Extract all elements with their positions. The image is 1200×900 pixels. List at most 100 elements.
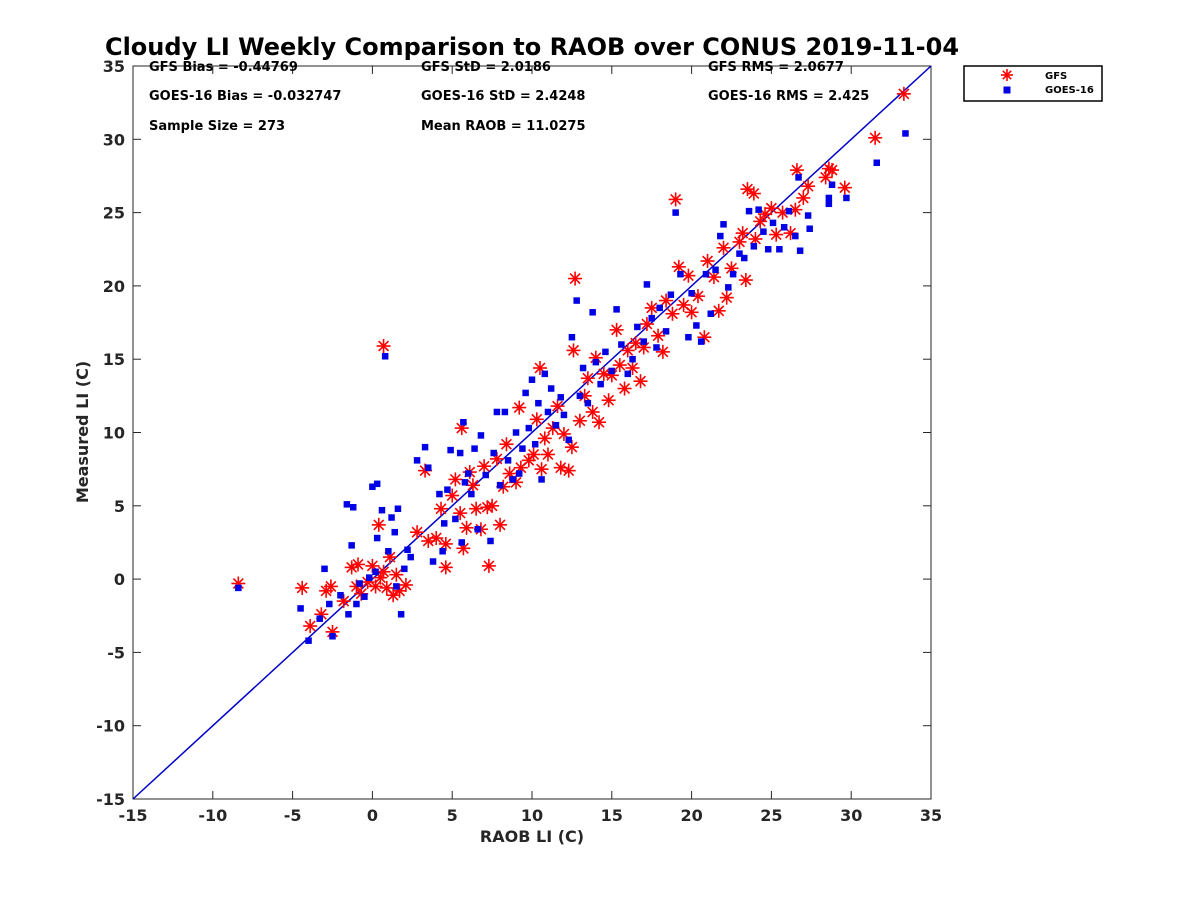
goes16-point <box>780 224 788 231</box>
goes16-point <box>702 270 710 278</box>
goes16-point <box>592 358 600 366</box>
gfs-point <box>526 447 541 462</box>
x-tick-label: -15 <box>119 806 148 825</box>
gfs-point <box>735 226 750 241</box>
goes16-point <box>712 266 719 274</box>
goes16-point <box>755 206 762 213</box>
goes16-point <box>825 200 833 208</box>
goes16-point <box>667 291 675 298</box>
y-axis-label: Measured LI (C) <box>73 361 92 503</box>
legend-goes16-marker-shape <box>1003 86 1011 94</box>
goes16-point <box>796 247 804 254</box>
gfs-point <box>485 498 500 513</box>
goes16-point <box>477 432 485 439</box>
gfs-point <box>532 360 547 375</box>
goes16-point <box>501 408 509 416</box>
goes16-point <box>487 537 494 545</box>
goes16-point <box>447 446 454 454</box>
chart-title: Cloudy LI Weekly Comparison to RAOB over… <box>105 33 959 61</box>
gfs-point <box>753 214 768 229</box>
goes16-point <box>552 421 560 429</box>
goes16-point <box>806 225 813 232</box>
goes16-point <box>568 333 576 341</box>
goes16-point <box>404 546 411 554</box>
goes16-point <box>461 479 469 486</box>
gfs-point <box>572 413 587 428</box>
legend-gfs-marker <box>1001 69 1013 81</box>
gfs-point <box>323 579 338 594</box>
goes16-point <box>496 482 504 489</box>
gfs-point <box>724 261 739 276</box>
gfs-point <box>796 190 811 205</box>
goes16-point <box>662 328 670 335</box>
goes16-point <box>677 270 684 278</box>
goes16-point <box>388 514 395 521</box>
stat-goes-std: GOES-16 StD = 2.4248 <box>421 89 585 104</box>
x-tick-label: 20 <box>680 806 702 825</box>
gfs-point <box>837 180 852 195</box>
gfs-point <box>746 186 761 201</box>
gfs-point <box>801 179 816 194</box>
gfs-point <box>769 227 784 242</box>
gfs-point <box>764 201 779 216</box>
goes16-point <box>597 380 604 388</box>
gfs-point <box>636 340 651 355</box>
goes16-point <box>828 181 836 188</box>
gfs-point <box>719 290 734 305</box>
goes16-point <box>693 322 700 329</box>
goes16-point <box>825 194 833 202</box>
goes16-point <box>326 600 333 608</box>
goes16-point <box>745 207 753 215</box>
legend: GFS GOES-16 <box>963 65 1103 102</box>
legend-goes16-marker <box>1003 86 1011 94</box>
goes16-point <box>531 440 539 448</box>
goes16-point <box>378 506 386 514</box>
gfs-point <box>459 520 474 535</box>
gfs-point <box>438 560 453 575</box>
goes16-point <box>373 480 381 488</box>
goes16-point <box>439 547 446 555</box>
y-tick-label: -15 <box>96 790 125 809</box>
goes16-point <box>515 470 523 477</box>
goes16-point <box>736 250 743 257</box>
goes16-point <box>525 424 533 432</box>
goes16-point <box>235 584 242 592</box>
goes16-point <box>608 367 616 375</box>
gfs-point <box>481 558 496 573</box>
gfs-point <box>585 404 600 419</box>
goes16-point <box>643 281 651 288</box>
goes16-point <box>413 457 421 464</box>
goes16-point <box>688 289 695 297</box>
y-tick-label: 10 <box>103 424 125 443</box>
goes16-point <box>685 333 692 341</box>
goes16-point <box>468 490 475 498</box>
y-tick-label: 15 <box>103 350 125 369</box>
goes16-point <box>421 443 429 451</box>
goes16-point <box>760 228 767 235</box>
gfs-point <box>371 517 386 532</box>
x-tick-label: 10 <box>521 806 543 825</box>
gfs-point <box>314 607 329 622</box>
goes16-point <box>391 528 398 536</box>
goes16-point <box>356 580 363 587</box>
gfs-point <box>550 399 565 414</box>
goes16-point <box>618 341 625 348</box>
goes16-point <box>305 637 312 644</box>
goes16-point <box>349 504 357 511</box>
gfs-point <box>410 525 425 540</box>
goes16-point <box>648 314 655 322</box>
goes16-point <box>429 558 437 565</box>
gfs-point <box>512 400 527 415</box>
goes16-point <box>785 207 793 215</box>
gfs-point <box>644 300 659 315</box>
gfs-point <box>684 305 699 320</box>
goes16-point <box>560 411 568 419</box>
goes16-point <box>440 520 448 527</box>
gfs-point <box>529 412 544 427</box>
goes16-point <box>373 534 381 542</box>
stat-sample-size: Sample Size = 273 <box>149 119 285 134</box>
goes16-point <box>656 304 663 312</box>
gfs-point <box>351 557 366 572</box>
gfs-point <box>651 328 666 343</box>
